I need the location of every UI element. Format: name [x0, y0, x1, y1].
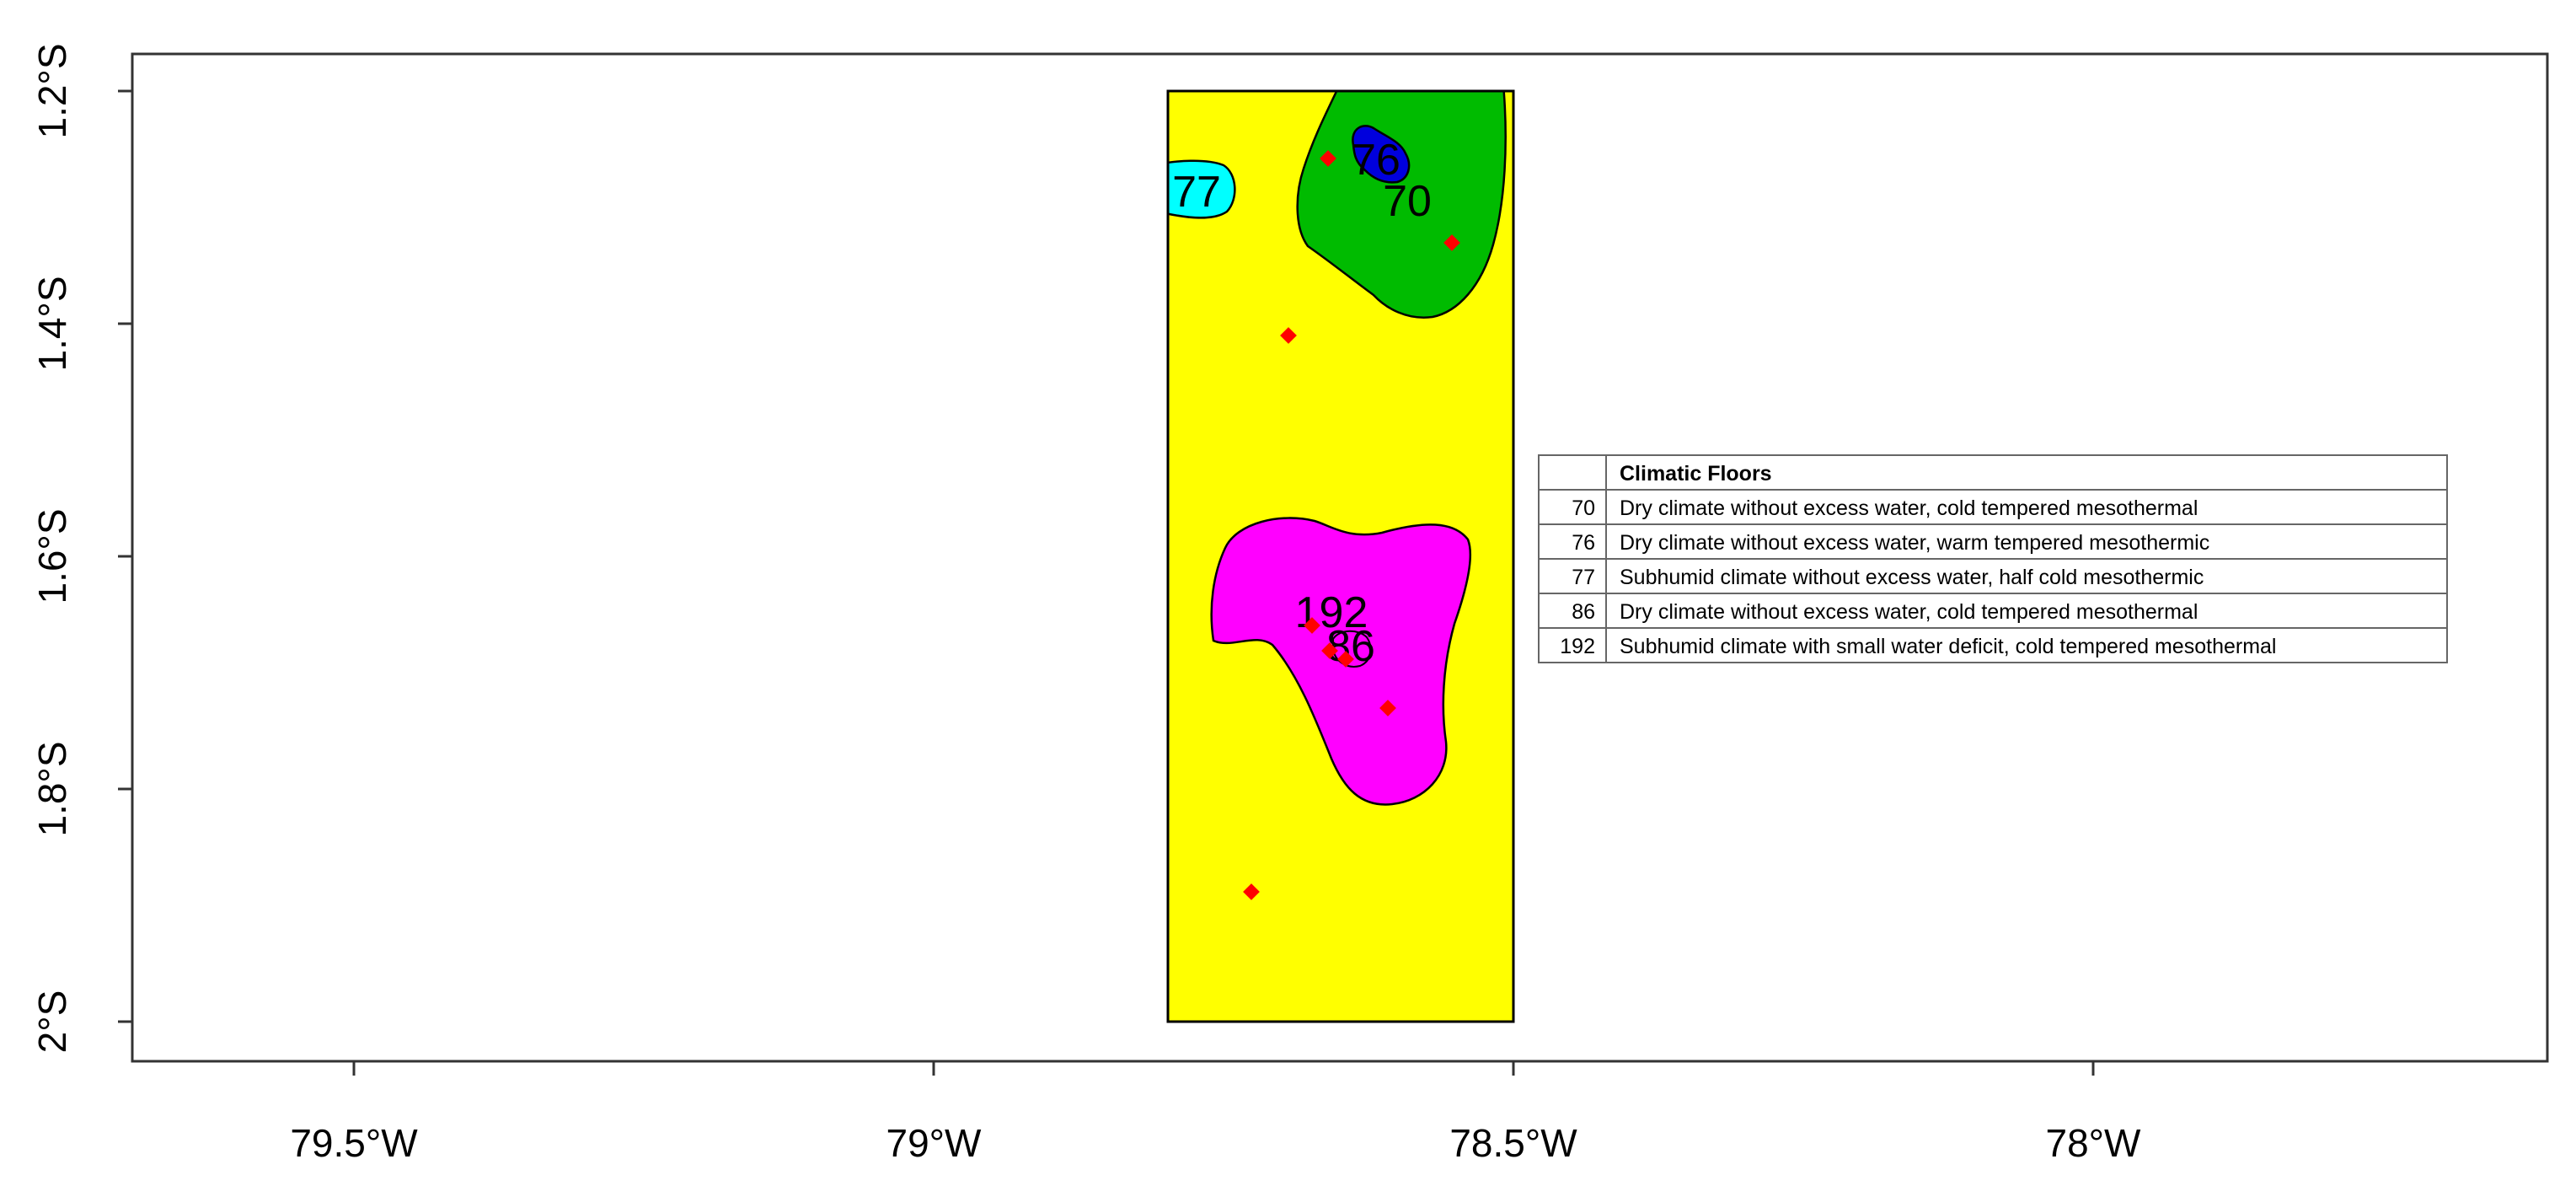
x-tick-label: 78.5°W: [1449, 1121, 1577, 1165]
station-marker: [1443, 234, 1460, 251]
legend-code: 76: [1572, 531, 1595, 555]
zone-77-label: 77: [1172, 168, 1221, 217]
y-tick-label: 2°S: [30, 990, 74, 1054]
zone-76-shape: [1352, 125, 1411, 184]
station-markers: [1243, 150, 1460, 900]
zone-86-label: 86: [1326, 622, 1375, 671]
x-axis: 79.5°W 79°W 78.5°W 78°W: [290, 1061, 2141, 1165]
x-tick-label: 78°W: [2046, 1121, 2142, 1165]
legend-table: Climatic Floors 70 Dry climate without e…: [1538, 454, 2448, 663]
y-tick-label: 1.6°S: [30, 508, 74, 604]
zone-192-label: 192: [1295, 588, 1368, 637]
station-marker: [1379, 700, 1396, 716]
station-marker: [1304, 617, 1320, 634]
station-marker: [1280, 327, 1297, 344]
x-tick-label: 79.5°W: [290, 1121, 418, 1165]
y-axis: 1.2°S 1.4°S 1.6°S 1.8°S 2°S: [30, 43, 132, 1053]
zone-77-shape: [1168, 159, 1236, 219]
legend-title: Climatic Floors: [1620, 462, 1772, 486]
study-area-border: [1166, 89, 1515, 1023]
legend-description: Subhumid climate without excess water, h…: [1620, 566, 2204, 589]
legend-description: Dry climate without excess water, cold t…: [1620, 496, 2198, 520]
x-tick-label: 79°W: [886, 1121, 983, 1165]
legend-description: Dry climate without excess water, warm t…: [1620, 531, 2209, 555]
legend-description: Dry climate without excess water, cold t…: [1620, 600, 2198, 624]
study-area: 70 76 77 192 86: [1166, 89, 1515, 1023]
legend-description: Subhumid climate with small water defici…: [1620, 635, 2276, 658]
legend-code: 86: [1572, 600, 1595, 624]
station-marker: [1337, 651, 1354, 668]
legend-code: 70: [1572, 496, 1595, 520]
y-tick-label: 1.2°S: [30, 43, 74, 138]
station-marker: [1243, 883, 1260, 900]
station-marker: [1321, 642, 1338, 659]
legend-code: 77: [1572, 566, 1595, 589]
legend-code: 192: [1560, 635, 1595, 658]
y-tick-label: 1.8°S: [30, 741, 74, 836]
zone-70-label: 70: [1383, 177, 1432, 226]
zone-76-label: 76: [1352, 136, 1400, 185]
y-tick-label: 1.4°S: [30, 276, 74, 371]
station-marker: [1320, 150, 1336, 167]
zone-70-shape: [1296, 91, 1507, 319]
